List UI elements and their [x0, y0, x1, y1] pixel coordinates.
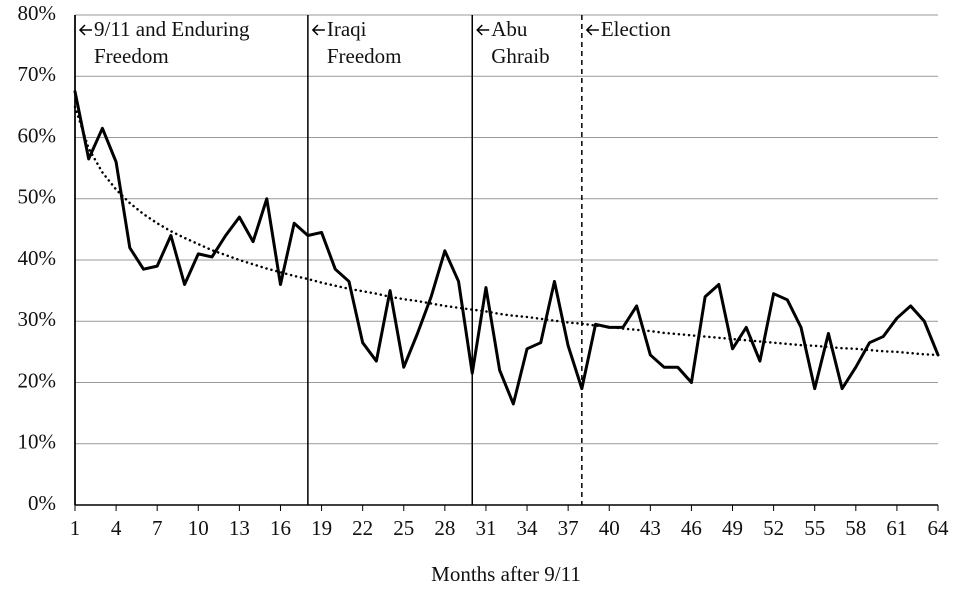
event-label: Abu [491, 17, 528, 41]
x-tick-label: 10 [188, 516, 209, 540]
x-tick-label: 49 [722, 516, 743, 540]
event-arrow [78, 24, 92, 36]
event-arrow [311, 24, 325, 36]
x-tick-label: 43 [640, 516, 661, 540]
x-tick-label: 13 [229, 516, 250, 540]
y-tick-label: 80% [18, 1, 57, 25]
event-arrow [585, 24, 599, 36]
data-line [73, 90, 940, 406]
event-label: Freedom [327, 44, 402, 68]
x-tick-label: 61 [886, 516, 907, 540]
x-tick-label: 28 [434, 516, 455, 540]
y-tick-label: 0% [28, 491, 56, 515]
y-tick-label: 30% [18, 307, 57, 331]
y-tick-label: 20% [18, 368, 57, 392]
x-tick-label: 40 [599, 516, 620, 540]
trend-line [73, 105, 940, 357]
x-tick-label: 37 [558, 516, 579, 540]
x-tick-label: 19 [311, 516, 332, 540]
event-label: Ghraib [491, 44, 549, 68]
y-tick-label: 60% [18, 123, 57, 147]
x-tick-label: 7 [152, 516, 163, 540]
y-tick-label: 70% [18, 62, 57, 86]
event-label: Iraqi [327, 17, 367, 41]
x-tick-label: 34 [517, 516, 539, 540]
x-tick-label: 25 [393, 516, 414, 540]
y-tick-label: 50% [18, 185, 57, 209]
x-tick-label: 46 [681, 516, 702, 540]
x-axis-title: Months after 9/11 [431, 562, 581, 586]
x-tick-label: 22 [352, 516, 373, 540]
event-label: Election [601, 17, 671, 41]
x-tick-label: 52 [763, 516, 784, 540]
x-tick-label: 1 [70, 516, 81, 540]
y-tick-label: 10% [18, 430, 57, 454]
x-tick-label: 55 [804, 516, 825, 540]
x-tick-label: 16 [270, 516, 291, 540]
x-tick-label: 64 [928, 516, 950, 540]
event-label: Freedom [94, 44, 169, 68]
x-tick-label: 31 [475, 516, 496, 540]
event-label: 9/11 and Enduring [94, 17, 250, 41]
x-tick-label: 58 [845, 516, 866, 540]
y-tick-label: 40% [18, 246, 57, 270]
x-tick-label: 4 [111, 516, 122, 540]
event-arrow [476, 24, 490, 36]
